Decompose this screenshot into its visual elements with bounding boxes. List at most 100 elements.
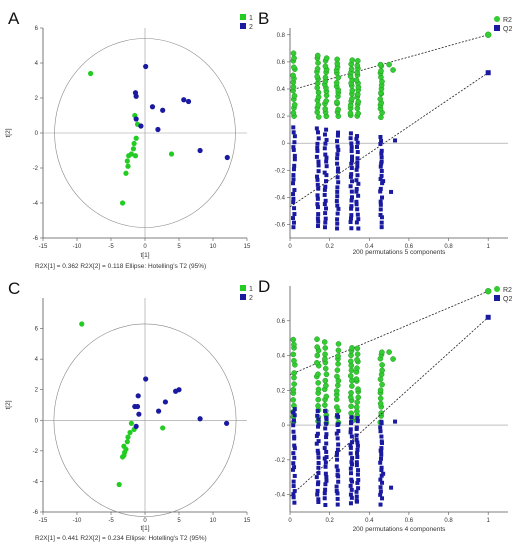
permutation-point [316,497,321,502]
permutation-point [324,435,329,440]
permutation-point [355,150,360,155]
permutation-point [356,478,361,483]
permutation-point [324,441,329,446]
score-point [132,153,139,159]
score-point [136,411,142,417]
permutation-point [355,443,360,448]
permutation-point [355,394,362,401]
permutation-point [292,443,297,448]
permutation-point [378,212,383,217]
y-tick-label: -6 [33,236,39,242]
permutation-point [349,415,354,420]
permutation-point [354,433,359,438]
permutation-point [290,386,297,393]
permutation-point [315,60,321,66]
score-point [125,434,131,440]
permutation-point [348,483,353,488]
permutation-point [292,413,297,418]
permutation-point [355,386,361,392]
x-tick-label: 0 [288,518,292,524]
permutation-point [316,451,321,456]
permutation-point [355,164,360,169]
permutation-point [322,187,327,192]
score-point [126,153,132,159]
legend-label: 1 [249,15,253,22]
y-tick-label: 4 [35,61,39,67]
permutation-point [356,486,361,491]
permutation-point [291,167,296,172]
permutation-point [354,351,361,357]
permutation-point [335,106,341,113]
permutation-point [334,99,340,105]
legend-label: 1 [249,286,253,293]
permutation-point [389,485,394,490]
permutation-point [355,447,360,452]
score-point [185,98,192,105]
permutation-point [291,492,296,497]
permutation-point [334,431,339,436]
permutation-point [378,456,383,461]
permutation-point [322,356,328,362]
original-model-point [484,288,492,295]
permutation-point [316,422,321,427]
permutation-point [315,102,322,108]
permutation-point [349,216,354,221]
score-point [127,429,133,436]
permutation-point [323,98,330,104]
permutation-point [323,211,328,216]
permutation-point [315,224,320,229]
permutation-point [315,196,320,201]
permutation-point [322,63,329,70]
permutation-point [322,192,327,197]
permutation-point [349,226,354,231]
permutation-point [354,356,360,363]
permutation-point [378,186,383,191]
permutation-point [389,189,394,194]
permutation-point [291,374,297,381]
permutation-point [290,72,296,79]
permutation-point [336,130,341,135]
permutation-point [349,141,354,146]
permutation-point [336,422,341,427]
permutation-point [379,465,384,470]
permutation-point [323,426,328,431]
score-point [125,163,131,169]
legend-label: R2 [503,287,512,294]
permutation-point [349,477,354,482]
x-tick-label: 15 [244,244,251,250]
permutation-point [335,468,340,473]
permutation-point [377,96,384,102]
permutation-point [292,187,297,192]
permutation-point [379,362,385,368]
hotelling-ellipse [54,38,236,228]
permutation-point [378,460,383,465]
permutation-point [347,110,354,117]
score-point [143,63,149,70]
permutation-point [291,196,296,201]
permutation-point [291,381,297,387]
permutation-point [292,489,297,494]
x-axis-label: 200 permutations 5 components [353,249,447,256]
permutation-point [291,484,296,489]
permutation-point [290,351,297,358]
permutation-point [315,202,320,207]
panel-A: A -15 -10 -5 0 5 10 15 -6 -4 -2 0 2 4 6 t[1] t[2] R2X[1] … [5,9,253,270]
permutation-point [335,74,342,81]
permutation-point [335,353,341,359]
score-point [128,420,134,426]
permutation-point [316,465,321,470]
x-tick-label: 0.4 [365,244,374,250]
permutation-point [349,434,354,439]
permutation-point [348,136,353,141]
permutation-point [355,416,360,421]
score-point [197,147,203,154]
permutation-point [354,186,359,191]
permutation-point [323,503,328,508]
permutation-point [324,478,329,483]
permutation-point [292,473,297,478]
permutation-point [378,68,384,74]
permutation-point [334,452,339,457]
permutation-point [379,225,384,230]
permutation-point [315,448,320,453]
permutation-point [315,130,320,135]
